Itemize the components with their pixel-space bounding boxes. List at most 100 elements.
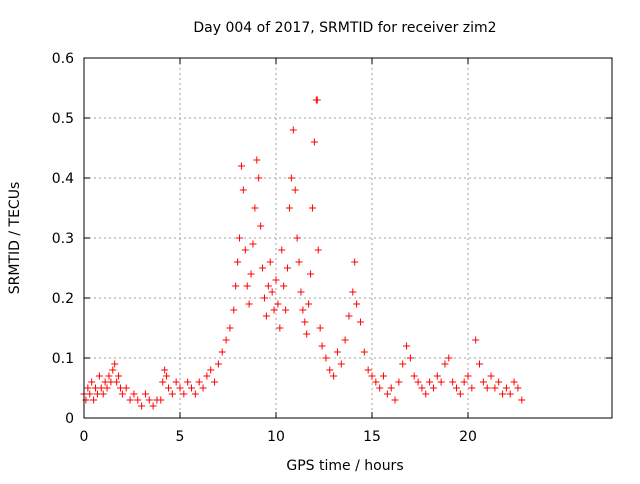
- data-point: [514, 384, 522, 392]
- data-point: [387, 384, 395, 392]
- data-point: [449, 378, 457, 386]
- x-tick-label: 0: [80, 429, 89, 445]
- data-point: [268, 288, 276, 296]
- chart-title: Day 004 of 2017, SRMTID for receiver zim…: [193, 20, 496, 36]
- data-point: [307, 270, 315, 278]
- data-point: [476, 360, 484, 368]
- y-tick-label: 0.4: [52, 171, 74, 187]
- data-point: [222, 336, 230, 344]
- data-point: [464, 372, 472, 380]
- data-point: [376, 384, 384, 392]
- data-point: [141, 390, 149, 398]
- data-point: [418, 384, 426, 392]
- data-point: [429, 384, 437, 392]
- data-point: [395, 378, 403, 386]
- data-point: [341, 336, 349, 344]
- data-point: [349, 288, 357, 296]
- data-point: [130, 390, 138, 398]
- data-point: [199, 384, 207, 392]
- data-point: [86, 390, 94, 398]
- data-point: [313, 96, 321, 104]
- data-point: [322, 354, 330, 362]
- data-point: [191, 390, 199, 398]
- data-point: [426, 378, 434, 386]
- data-point: [138, 402, 146, 410]
- data-point: [518, 396, 526, 404]
- data-point: [214, 360, 222, 368]
- data-point: [284, 264, 292, 272]
- data-point: [456, 390, 464, 398]
- data-point: [499, 390, 507, 398]
- axes-layer: 0 0.1 0.2 0.3 0.4 0.5 0.6 0 5 10 15 20: [52, 51, 613, 445]
- data-point: [249, 240, 257, 248]
- data-point: [88, 378, 96, 386]
- data-point: [226, 324, 234, 332]
- data-point: [253, 156, 261, 164]
- data-point: [126, 396, 134, 404]
- data-point: [113, 378, 121, 386]
- data-point: [403, 342, 411, 350]
- data-point: [391, 396, 399, 404]
- data-point: [84, 384, 92, 392]
- data-point: [90, 396, 98, 404]
- data-point: [239, 186, 247, 194]
- y-tick-label: 0.6: [52, 51, 74, 67]
- data-point: [287, 174, 295, 182]
- data-point: [487, 372, 495, 380]
- data-point: [356, 318, 364, 326]
- data-point: [483, 384, 491, 392]
- data-point: [234, 258, 242, 266]
- x-tick-label: 5: [176, 429, 185, 445]
- data-point: [452, 384, 460, 392]
- x-tick-label: 15: [363, 429, 381, 445]
- data-point: [337, 360, 345, 368]
- data-point: [360, 348, 368, 356]
- data-point: [399, 360, 407, 368]
- data-point: [251, 204, 259, 212]
- data-point: [99, 390, 107, 398]
- data-point: [122, 384, 130, 392]
- data-point: [333, 348, 341, 356]
- data-point: [372, 378, 380, 386]
- data-point: [282, 306, 290, 314]
- data-point: [259, 264, 267, 272]
- data-point: [441, 360, 449, 368]
- data-point: [383, 390, 391, 398]
- data-point: [351, 258, 359, 266]
- x-tick-label: 10: [267, 429, 285, 445]
- data-point: [184, 378, 192, 386]
- data-point: [308, 204, 316, 212]
- data-point: [262, 312, 270, 320]
- data-point: [230, 306, 238, 314]
- data-point: [164, 384, 172, 392]
- data-point: [163, 372, 171, 380]
- data-point: [149, 402, 157, 410]
- data-point: [159, 378, 167, 386]
- data-point: [180, 390, 188, 398]
- data-point: [95, 372, 103, 380]
- marks-layer: [80, 96, 526, 410]
- data-point: [241, 246, 249, 254]
- data-point: [105, 372, 113, 380]
- plot-frame: [83, 57, 613, 419]
- data-point: [364, 366, 372, 374]
- data-point: [314, 246, 322, 254]
- data-point: [103, 384, 111, 392]
- data-point: [243, 282, 251, 290]
- data-point: [326, 366, 334, 374]
- y-axis-label: SRMTID / TECUs: [7, 182, 23, 295]
- data-point: [134, 396, 142, 404]
- y-tick-label: 0.5: [52, 111, 74, 127]
- x-tick-label: 20: [459, 429, 477, 445]
- data-point: [433, 372, 441, 380]
- data-point: [303, 330, 311, 338]
- y-tick-label: 0.1: [52, 351, 74, 367]
- data-point: [278, 246, 286, 254]
- data-point: [203, 372, 211, 380]
- data-point: [414, 378, 422, 386]
- data-point: [406, 354, 414, 362]
- data-point: [495, 378, 503, 386]
- data-point: [232, 282, 240, 290]
- data-point: [272, 276, 280, 284]
- data-point: [510, 378, 518, 386]
